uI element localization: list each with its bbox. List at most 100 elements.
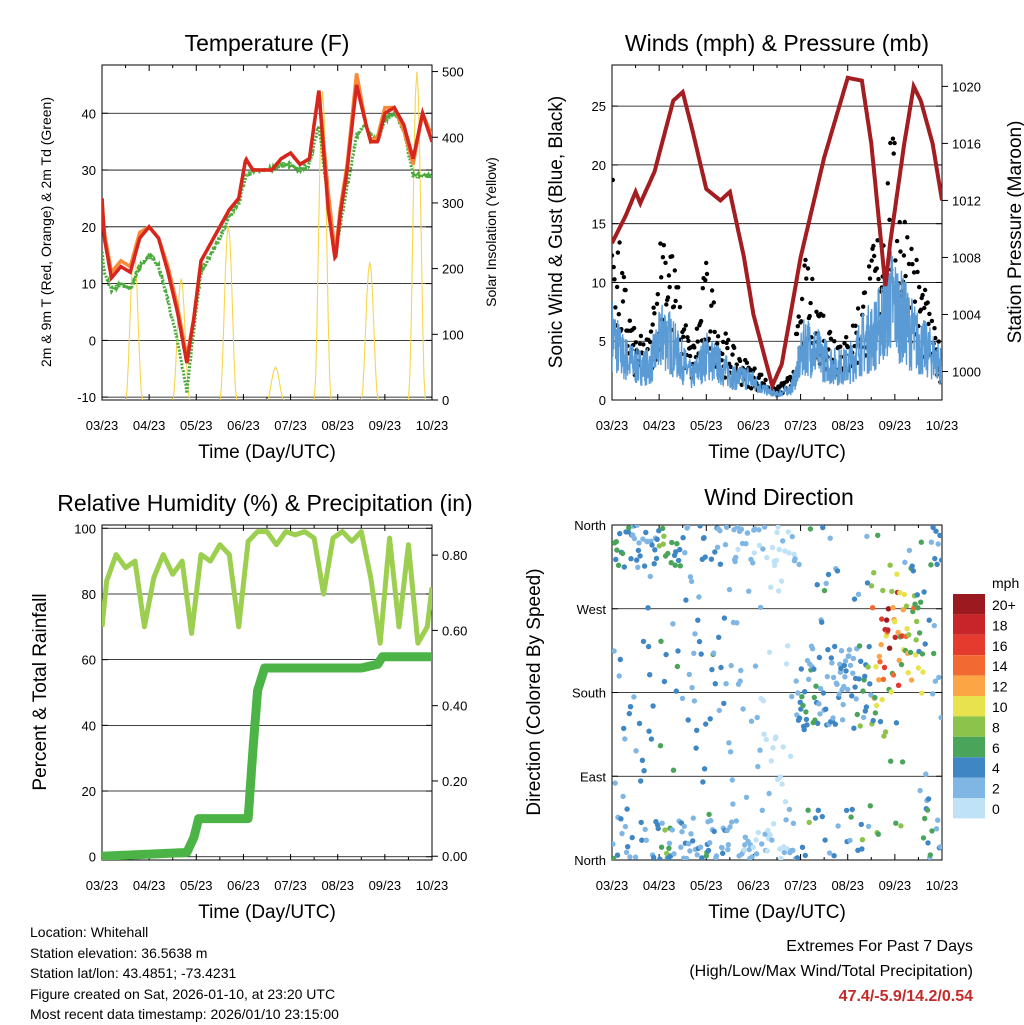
gust-point: [676, 285, 681, 290]
direction-point: [686, 841, 692, 847]
gust-point: [612, 277, 617, 282]
direction-point: [733, 818, 739, 824]
direction-point: [855, 591, 862, 597]
y2-tick-label: 1008: [952, 250, 981, 265]
direction-point: [688, 578, 695, 585]
gust-point: [612, 264, 616, 270]
direction-point: [782, 548, 788, 554]
colorbar-label: 14: [992, 658, 1008, 674]
dir-title: Wind Direction: [704, 484, 854, 510]
x-tick-label: 07/23: [784, 878, 817, 893]
gust-point: [650, 322, 655, 327]
y-tick-label: 25: [592, 99, 606, 114]
direction-point: [626, 525, 632, 531]
direction-point: [875, 532, 881, 538]
direction-point: [824, 673, 830, 680]
direction-point: [829, 660, 835, 666]
direction-point: [626, 710, 632, 717]
gust-point: [715, 334, 721, 339]
gust-point: [666, 273, 672, 278]
direction-point: [613, 539, 619, 545]
direction-point: [820, 690, 827, 696]
direction-point: [851, 725, 857, 731]
direction-point: [780, 744, 786, 750]
direction-point: [842, 674, 848, 680]
x-tick-label: 09/23: [369, 418, 402, 433]
gust-point: [876, 276, 881, 282]
x-tick-label: 05/23: [180, 878, 213, 893]
x-tick-label: 08/23: [321, 418, 354, 433]
solar-day-trace: [219, 225, 238, 400]
gust-point: [617, 240, 622, 245]
direction-point: [881, 733, 887, 739]
gust-point: [915, 269, 920, 275]
direction-point: [652, 547, 658, 553]
direction-point: [656, 528, 662, 534]
direction-point: [633, 748, 639, 754]
direction-point: [713, 853, 720, 859]
y-tick-label: 20: [82, 220, 96, 235]
direction-point: [755, 829, 761, 836]
gust-point: [759, 372, 764, 377]
direction-point: [864, 580, 871, 586]
direction-point: [643, 529, 649, 536]
direction-point: [617, 530, 623, 537]
direction-point: [803, 709, 809, 715]
direction-point: [762, 831, 768, 837]
direction-point: [666, 840, 673, 846]
direction-point: [670, 621, 676, 627]
gust-point: [903, 273, 908, 279]
direction-point: [757, 747, 763, 753]
x-tick-label: 04/23: [133, 418, 166, 433]
direction-point: [934, 561, 940, 567]
direction-point: [685, 717, 691, 723]
direction-point: [631, 535, 638, 542]
y2-tick-label: 1012: [952, 193, 981, 208]
direction-point: [790, 820, 797, 826]
direction-point: [899, 759, 906, 765]
wind-series: [612, 75, 942, 398]
direction-point: [863, 704, 870, 710]
x-tick-label: 08/23: [831, 418, 864, 433]
direction-point: [650, 703, 656, 709]
direction-point: [879, 696, 885, 703]
direction-point: [708, 817, 714, 824]
temp-title: Temperature (F): [185, 30, 350, 56]
direction-point: [822, 837, 828, 843]
direction-point: [841, 662, 847, 668]
direction-point: [645, 643, 652, 650]
direction-point: [884, 617, 890, 623]
y2-tick-label: 1020: [952, 79, 981, 94]
direction-point: [629, 834, 635, 841]
y-tick-label: 0: [89, 850, 96, 865]
direction-point: [842, 658, 849, 664]
gust-point: [874, 266, 879, 271]
y2-tick-label: 400: [442, 130, 464, 145]
direction-point: [643, 837, 649, 843]
direction-point: [916, 630, 923, 636]
direction-point: [638, 778, 644, 784]
gust-point: [892, 140, 897, 146]
direction-point: [655, 825, 661, 832]
x-tick-label: 06/23: [227, 418, 260, 433]
gust-point: [932, 326, 937, 331]
direction-point: [832, 643, 838, 650]
direction-points: [612, 525, 942, 860]
y-tick-label: 20: [82, 784, 96, 799]
direction-point: [749, 854, 755, 860]
direction-point: [669, 539, 675, 546]
direction-point: [727, 749, 734, 755]
direction-point: [856, 643, 863, 649]
x-tick-label: 06/23: [227, 878, 260, 893]
direction-point: [873, 702, 880, 709]
direction-point: [890, 672, 897, 678]
x-tick-label: 08/23: [321, 878, 354, 893]
direction-point: [928, 539, 935, 545]
direction-point: [803, 716, 810, 723]
direction-point: [888, 689, 894, 695]
direction-point: [668, 560, 674, 566]
direction-point: [624, 806, 630, 812]
direction-point: [897, 590, 903, 596]
direction-point: [793, 678, 799, 684]
